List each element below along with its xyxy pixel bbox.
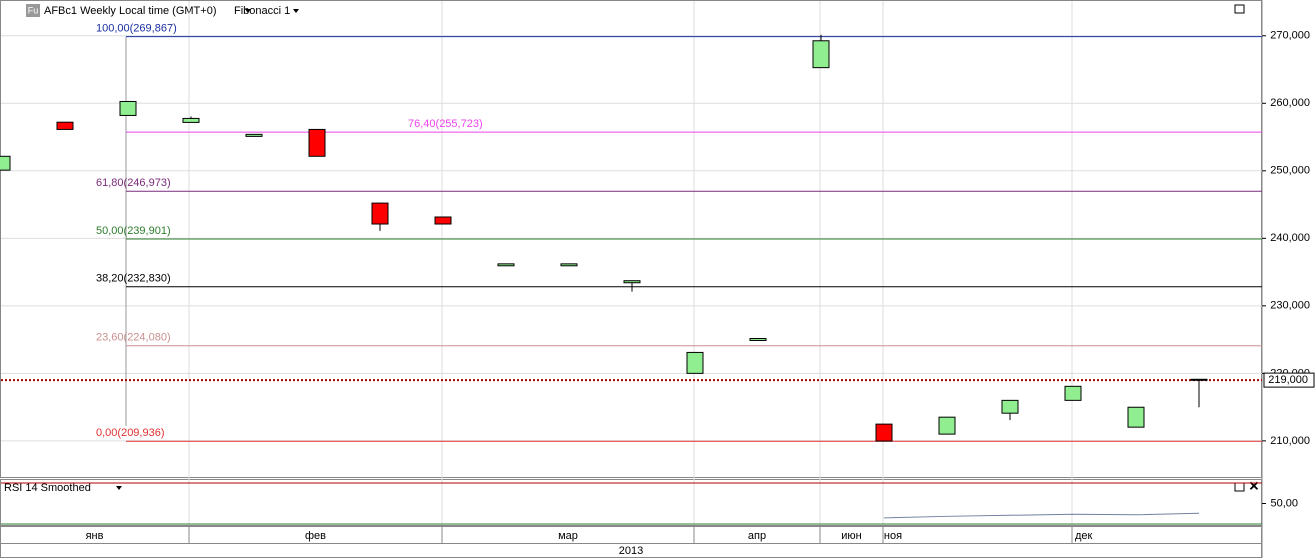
candle-body — [1190, 378, 1208, 381]
x-tick-label: апр — [748, 530, 766, 542]
candle-body — [623, 280, 641, 284]
y-tick-label: 270,000 — [1270, 30, 1310, 42]
candle-body — [0, 155, 11, 171]
dropdown-arrow[interactable] — [245, 9, 251, 13]
close-button[interactable]: ✕ — [1249, 478, 1260, 493]
y-tick-label: 230,000 — [1270, 300, 1310, 312]
candle-body — [308, 128, 326, 157]
y-tick-label: 250,000 — [1270, 165, 1310, 177]
x-tick-label: янв — [86, 530, 104, 542]
candle-body — [1064, 385, 1082, 401]
last-price-box — [1263, 372, 1315, 388]
study-title: Fibonacci 1 — [234, 5, 290, 17]
year-label: 2013 — [619, 545, 643, 557]
dropdown-arrow[interactable] — [116, 486, 122, 490]
chart-title: AFBc1 Weekly Local time (GMT+0) — [44, 5, 216, 17]
icon — [26, 4, 40, 17]
rsi-tick-label: 50,00 — [1270, 497, 1298, 509]
fib-label: 50,00(239,901) — [96, 225, 171, 237]
y-tick-label: 260,000 — [1270, 97, 1310, 109]
y-tick-label: 240,000 — [1270, 232, 1310, 244]
y-tick-label: 210,000 — [1270, 435, 1310, 447]
candle-body — [560, 263, 578, 267]
dropdown-arrow[interactable] — [293, 9, 299, 13]
candle-body — [938, 416, 956, 435]
fib-label: 100,00(269,867) — [96, 23, 177, 35]
fib-label: 38,20(232,830) — [96, 273, 171, 285]
icon-label: Fu — [28, 5, 39, 15]
maximize-button[interactable] — [1234, 4, 1245, 14]
candle-body — [371, 202, 389, 225]
rsi-line — [883, 512, 1200, 519]
candle-body — [1127, 406, 1145, 428]
x-tick-label: июн — [841, 530, 861, 542]
fib-label: 0,00(209,936) — [96, 427, 165, 439]
candle-body — [56, 121, 74, 130]
candle-body — [182, 117, 200, 123]
candle-body — [245, 133, 263, 137]
candle-body — [812, 40, 830, 69]
candle-body — [497, 263, 515, 267]
candle-body — [1001, 399, 1019, 414]
last-price-label: 219,000 — [1268, 374, 1308, 386]
fib-label: 61,80(246,973) — [96, 177, 171, 189]
x-tick-label: фев — [305, 530, 326, 542]
fib-label: 23,60(224,080) — [96, 332, 171, 344]
candle-body — [749, 338, 767, 341]
x-tick-label: дек — [1075, 530, 1093, 542]
rsi-title: RSI 14 Smoothed — [4, 482, 91, 494]
x-tick-label: мар — [558, 530, 578, 542]
candle-body — [119, 100, 137, 116]
x-tick-label: ноя — [884, 530, 902, 542]
fib-label: 76,40(255,723) — [408, 118, 483, 130]
candle-body — [434, 216, 452, 225]
candle-body — [875, 423, 893, 442]
candle-body — [686, 351, 704, 374]
